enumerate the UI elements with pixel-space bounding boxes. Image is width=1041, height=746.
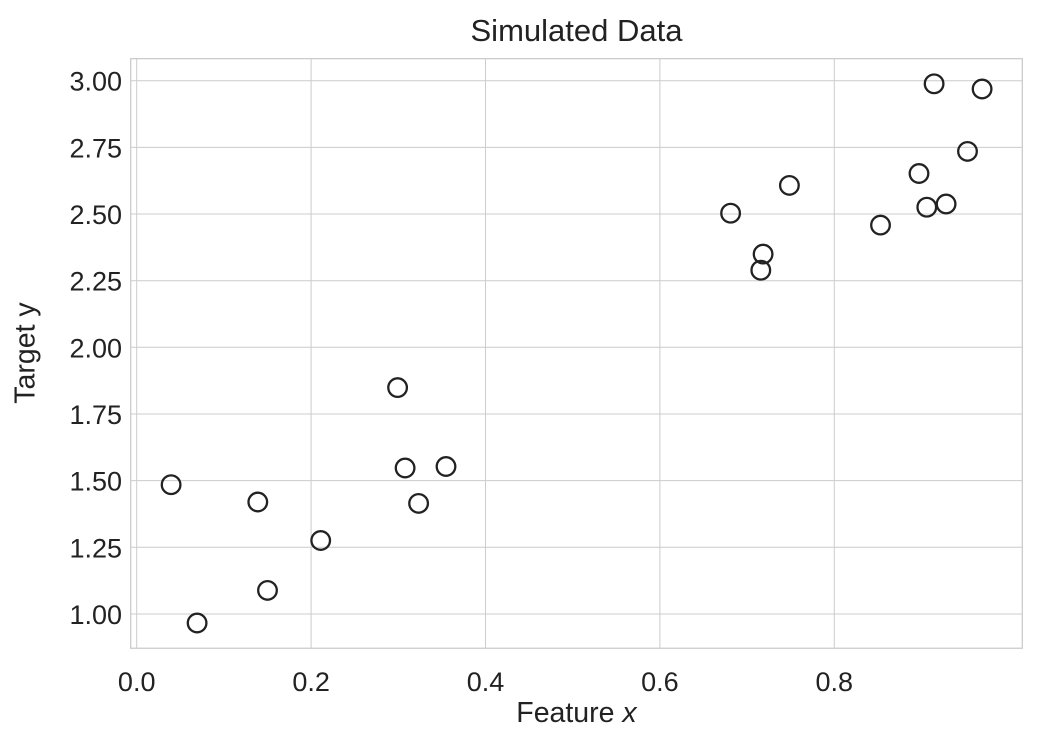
svg-text:1.75: 1.75 <box>69 400 122 430</box>
svg-text:1.50: 1.50 <box>69 467 122 497</box>
svg-text:0.2: 0.2 <box>292 667 330 697</box>
svg-text:0.8: 0.8 <box>816 667 854 697</box>
svg-text:1.00: 1.00 <box>69 600 122 630</box>
svg-text:0.0: 0.0 <box>118 667 156 697</box>
svg-text:2.25: 2.25 <box>69 267 122 297</box>
svg-text:2.00: 2.00 <box>69 333 122 363</box>
svg-text:0.4: 0.4 <box>467 667 505 697</box>
svg-text:2.75: 2.75 <box>69 133 122 163</box>
svg-text:3.00: 3.00 <box>69 67 122 97</box>
svg-text:0.6: 0.6 <box>641 667 679 697</box>
svg-text:1.25: 1.25 <box>69 533 122 563</box>
svg-text:2.50: 2.50 <box>69 200 122 230</box>
